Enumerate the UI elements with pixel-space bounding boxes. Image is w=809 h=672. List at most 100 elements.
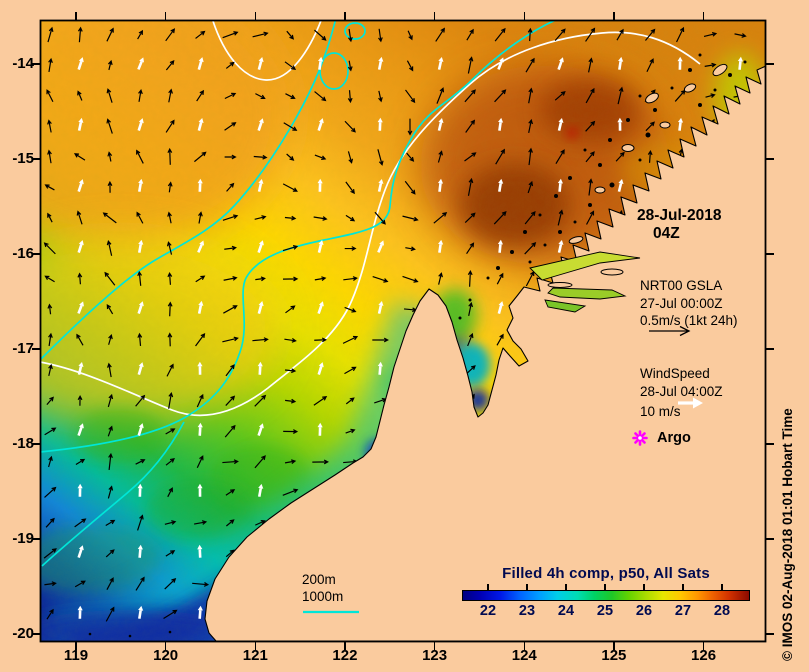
current-arrow: [106, 577, 114, 591]
current-arrow: [194, 151, 207, 163]
current-arrow: [312, 459, 329, 465]
x-axis-tick: [75, 12, 77, 20]
current-arrow: [107, 59, 113, 71]
current-arrow: [524, 211, 536, 225]
wind-arrow: [197, 244, 203, 253]
wind-arrow-head: [498, 117, 504, 123]
current-arrow: [222, 214, 239, 221]
wind-arrow: [257, 122, 263, 131]
current-arrow: [253, 154, 268, 160]
wind-arrow: [257, 244, 263, 253]
current-arrow: [347, 90, 353, 104]
current-arrow: [44, 581, 57, 587]
current-arrow: [372, 337, 389, 343]
current-arrow: [225, 61, 235, 69]
current-arrow: [402, 275, 419, 283]
current-arrow: [252, 337, 269, 343]
current-arrow: [284, 337, 297, 343]
wind-arrow: [137, 244, 143, 253]
wind-arrow-head: [498, 178, 504, 184]
current-arrow: [196, 89, 205, 102]
y-axis-tick: [32, 158, 40, 160]
current-arrow: [467, 332, 474, 347]
current-arrow: [494, 89, 507, 103]
wind-arrow: [77, 305, 83, 314]
current-arrow: [585, 120, 596, 132]
x-axis-tick: [523, 642, 525, 650]
wind-arrow-head: [377, 361, 383, 367]
current-arrow: [47, 212, 53, 223]
current-arrow: [585, 27, 596, 42]
current-arrow: [255, 93, 266, 100]
current-arrow: [225, 489, 236, 496]
wind-arrow-head: [317, 178, 323, 184]
current-arrow: [524, 242, 537, 255]
credit-text: © IMOS 02-Aug-2018 01:01 Hobart Time: [780, 408, 795, 661]
colorbar-tick: [487, 584, 489, 591]
x-axis-tick: [702, 12, 705, 20]
current-arrow: [167, 147, 173, 165]
wind-legend: WindSpeed 28-Jul 04:00Z 10 m/s: [640, 365, 723, 421]
current-arrow: [105, 606, 115, 622]
current-arrow: [254, 455, 266, 469]
current-arrow: [555, 149, 565, 165]
current-arrow: [554, 90, 566, 101]
current-arrow: [343, 276, 358, 281]
current-arrow: [467, 56, 474, 74]
current-arrow: [47, 303, 53, 315]
current-arrow: [314, 337, 328, 343]
wind-arrow: [317, 244, 323, 253]
current-arrow: [167, 271, 173, 285]
gsla-legend: NRT00 GSLA 27-Jul 00:00Z 0.5m/s (1kt 24h…: [640, 277, 738, 330]
wind-arrow-head: [198, 300, 204, 306]
current-arrow: [705, 93, 716, 98]
colorbar-tick: [682, 584, 684, 591]
current-arrow: [107, 393, 114, 408]
current-arrow: [284, 61, 297, 70]
x-axis-tick: [254, 12, 257, 20]
wind-arrow-head: [379, 240, 385, 246]
current-arrow: [254, 215, 267, 220]
wind-arrow: [498, 183, 502, 192]
current-arrow: [285, 93, 296, 99]
current-arrow: [73, 153, 86, 161]
wind-scale: 10 m/s: [640, 404, 681, 419]
current-arrow: [402, 215, 419, 222]
wind-arrow-head: [257, 361, 263, 367]
x-axis-tick: [75, 642, 77, 650]
current-arrow: [77, 90, 83, 101]
x-axis-tick-label: 119: [63, 647, 89, 664]
current-arrow: [644, 28, 656, 41]
current-arrow: [314, 91, 327, 102]
current-arrow: [224, 122, 237, 131]
current-arrow: [167, 332, 173, 347]
wind-arrow: [137, 366, 143, 375]
current-arrow: [344, 366, 357, 375]
wind-arrow-head: [197, 178, 203, 184]
wind-arrow-head: [138, 178, 144, 184]
current-arrow: [286, 153, 295, 161]
wind-arrow: [257, 61, 263, 70]
valid-hour: 04Z: [653, 225, 680, 242]
wind-arrow: [618, 61, 622, 70]
current-arrow: [224, 424, 236, 438]
current-arrow: [438, 272, 443, 285]
current-arrow: [46, 396, 54, 405]
current-arrow: [284, 215, 297, 221]
current-arrow: [467, 177, 474, 196]
y-axis-tick: [766, 63, 774, 65]
wind-arrow: [77, 244, 83, 253]
current-arrow: [106, 303, 114, 315]
argo-label: Argo: [657, 430, 691, 446]
y-axis-tick: [32, 253, 40, 255]
current-arrow: [163, 609, 178, 620]
current-arrow: [282, 245, 299, 252]
current-arrow: [372, 275, 389, 283]
current-arrow: [164, 578, 177, 590]
current-arrow: [168, 391, 174, 409]
current-arrow: [464, 89, 476, 103]
current-arrow: [586, 210, 595, 225]
current-arrow: [406, 60, 414, 72]
current-arrow: [74, 580, 86, 588]
current-arrow: [314, 276, 327, 282]
